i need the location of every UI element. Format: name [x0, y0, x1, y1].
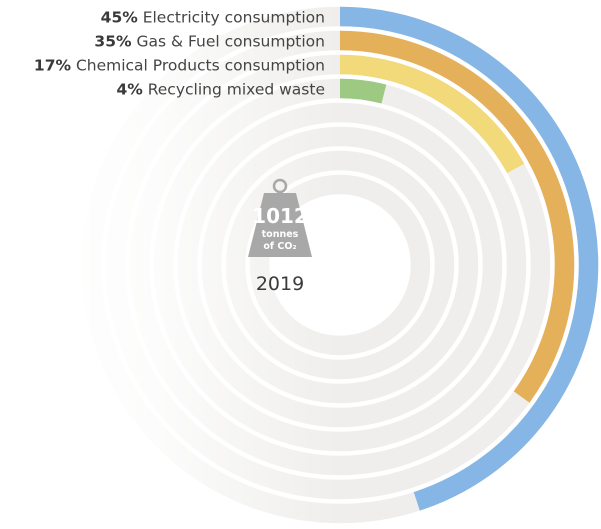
legend-label: 17% Chemical Products consumption — [34, 57, 325, 75]
left-fade — [0, 0, 340, 529]
total-unit-line1: tonnes — [262, 229, 299, 240]
bar-electricity-consumption — [339, 6, 599, 511]
legend-percent: 35% — [94, 33, 132, 51]
data-bars — [339, 6, 599, 511]
weight-body — [248, 193, 312, 257]
legend-name: Recycling mixed waste — [143, 81, 325, 99]
legend-percent: 4% — [116, 81, 143, 99]
legend-label: 35% Gas & Fuel consumption — [94, 33, 325, 51]
total-unit-line2: of CO₂ — [263, 241, 296, 252]
legend-percent: 45% — [101, 9, 139, 27]
year-label: 2019 — [256, 273, 304, 295]
legend-name: Gas & Fuel consumption — [132, 33, 325, 51]
weight-icon: 1012 tonnes of CO₂ — [248, 178, 312, 257]
bar-recycling-mixed-waste — [339, 78, 387, 104]
legend-percent: 17% — [34, 57, 72, 75]
legend-labels: 45% Electricity consumption 35% Gas & Fue… — [34, 9, 325, 99]
bar-gas-fuel-consumption — [339, 30, 575, 403]
legend-label: 4% Recycling mixed waste — [116, 81, 325, 99]
legend-name: Chemical Products consumption — [71, 57, 325, 75]
legend-name: Electricity consumption — [138, 9, 325, 27]
legend-label: 45% Electricity consumption — [101, 9, 325, 27]
weight-ring — [272, 178, 288, 194]
bar-chemical-products-consumption — [339, 54, 525, 174]
total-value: 1012 — [252, 204, 308, 228]
